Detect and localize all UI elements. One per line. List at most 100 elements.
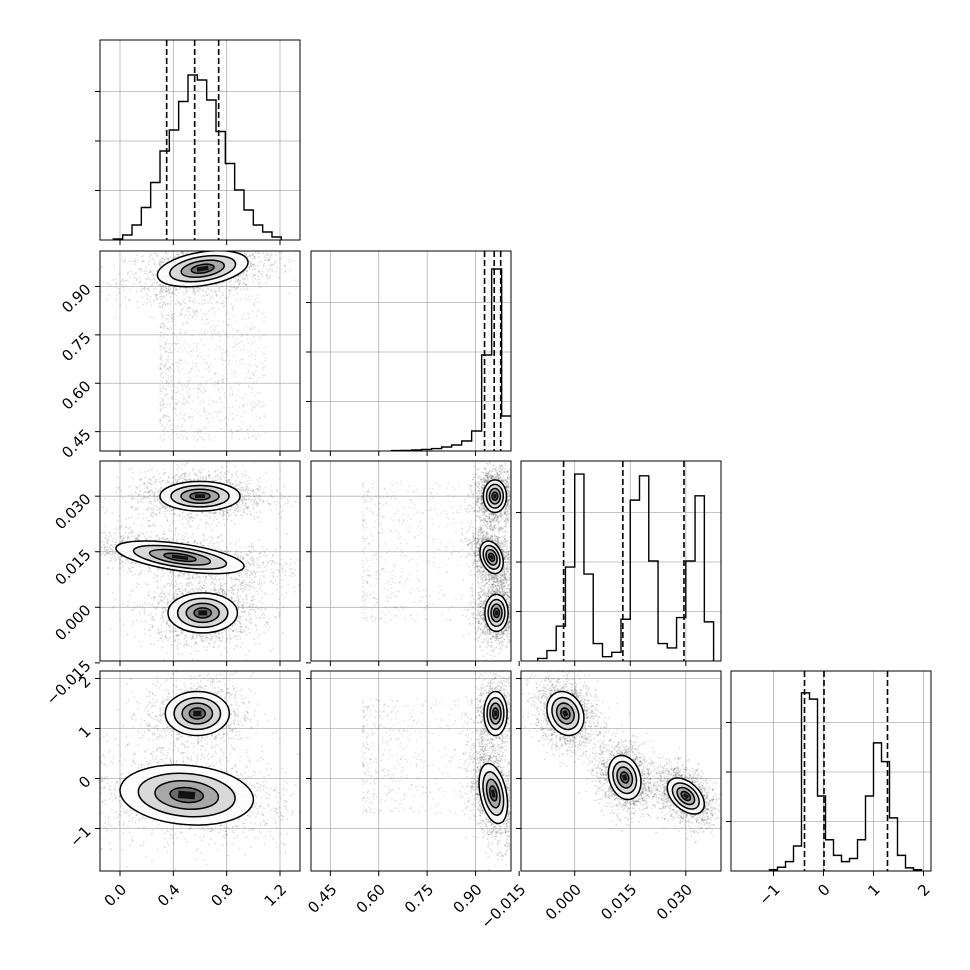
scatter-point xyxy=(216,430,219,433)
scatter-point xyxy=(196,350,198,352)
scatter-point xyxy=(245,486,247,488)
scatter-point xyxy=(275,246,277,248)
scatter-point xyxy=(201,317,204,320)
scatter-point xyxy=(236,330,239,333)
scatter-point xyxy=(186,385,189,388)
scatter-point xyxy=(149,245,151,247)
scatter-point xyxy=(264,359,266,362)
scatter-point xyxy=(101,540,104,543)
scatter-point xyxy=(278,563,281,565)
scatter-point xyxy=(235,245,237,247)
scatter-point xyxy=(257,347,260,349)
scatter-point xyxy=(160,592,163,594)
scatter-point xyxy=(253,249,255,251)
scatter-point xyxy=(153,282,155,284)
scatter-point xyxy=(247,369,250,372)
scatter-point xyxy=(162,303,165,306)
scatter-point xyxy=(173,364,175,366)
scatter-point xyxy=(248,266,250,269)
scatter-point xyxy=(307,282,309,284)
scatter-point xyxy=(48,529,50,531)
scatter-point xyxy=(169,302,171,305)
scatter-point xyxy=(181,389,184,392)
scatter-point xyxy=(140,244,142,246)
scatter-point xyxy=(184,233,186,235)
scatter-point xyxy=(258,520,261,523)
scatter-point xyxy=(209,512,212,514)
scatter-point xyxy=(186,431,188,434)
scatter-point xyxy=(248,385,251,388)
scatter-point xyxy=(154,573,157,576)
scatter-point xyxy=(179,360,182,362)
scatter-point xyxy=(182,323,184,326)
scatter-point xyxy=(316,258,318,260)
scatter-point xyxy=(161,568,163,571)
scatter-point xyxy=(169,540,172,542)
scatter-point xyxy=(184,464,187,467)
scatter-point xyxy=(237,588,240,591)
scatter-point xyxy=(111,549,114,552)
scatter-point xyxy=(161,533,164,536)
scatter-point xyxy=(102,281,105,283)
scatter-point xyxy=(243,511,246,514)
scatter-point xyxy=(261,270,263,273)
scatter-point xyxy=(161,398,164,400)
scatter-point xyxy=(137,507,139,509)
scatter-point xyxy=(163,472,166,475)
scatter-point xyxy=(247,243,249,245)
scatter-point xyxy=(246,376,248,379)
scatter-point xyxy=(258,270,261,273)
scatter-point xyxy=(222,513,225,516)
scatter-point xyxy=(278,570,281,573)
scatter-point xyxy=(242,489,244,492)
scatter-point xyxy=(110,543,113,546)
scatter-point xyxy=(246,269,248,272)
scatter-point xyxy=(176,514,179,516)
scatter-point xyxy=(130,506,133,509)
scatter-point xyxy=(170,342,172,345)
scatter-point xyxy=(255,502,258,505)
scatter-point xyxy=(240,415,243,418)
scatter-point xyxy=(218,290,221,293)
scatter-point xyxy=(257,570,260,573)
panel-frame xyxy=(520,460,722,662)
scatter-point xyxy=(159,435,162,438)
scatter-point xyxy=(240,493,243,495)
scatter-point xyxy=(137,534,140,537)
scatter-point xyxy=(186,438,188,441)
scatter-point xyxy=(218,521,220,524)
scatter-point xyxy=(185,479,188,481)
scatter-point xyxy=(247,372,250,374)
scatter-point xyxy=(288,567,291,570)
scatter-point xyxy=(167,376,170,379)
scatter-point xyxy=(170,327,173,329)
scatter-point xyxy=(243,585,246,588)
scatter-point xyxy=(240,397,243,400)
scatter-point xyxy=(250,295,253,297)
scatter-point xyxy=(202,534,205,536)
scatter-point xyxy=(245,502,248,505)
scatter-point xyxy=(259,511,261,513)
scatter-point xyxy=(213,480,215,482)
scatter-point xyxy=(178,302,181,305)
scatter-point xyxy=(165,406,168,408)
scatter-point xyxy=(262,501,264,504)
scatter-point xyxy=(291,575,294,577)
scatter-point xyxy=(143,286,146,289)
scatter-point xyxy=(107,539,110,542)
scatter-point xyxy=(194,431,197,433)
scatter-point xyxy=(276,527,278,530)
scatter-point xyxy=(241,582,244,585)
scatter-point xyxy=(135,254,138,257)
scatter-point xyxy=(188,396,191,399)
scatter-point xyxy=(161,537,164,540)
scatter-point xyxy=(267,259,270,262)
scatter-point xyxy=(275,503,278,506)
scatter-point xyxy=(232,307,234,310)
scatter-point xyxy=(184,287,187,289)
scatter-point xyxy=(222,377,225,380)
scatter-point xyxy=(282,484,285,487)
scatter-point xyxy=(252,428,254,431)
scatter-point xyxy=(239,488,241,491)
scatter-point xyxy=(261,275,264,278)
